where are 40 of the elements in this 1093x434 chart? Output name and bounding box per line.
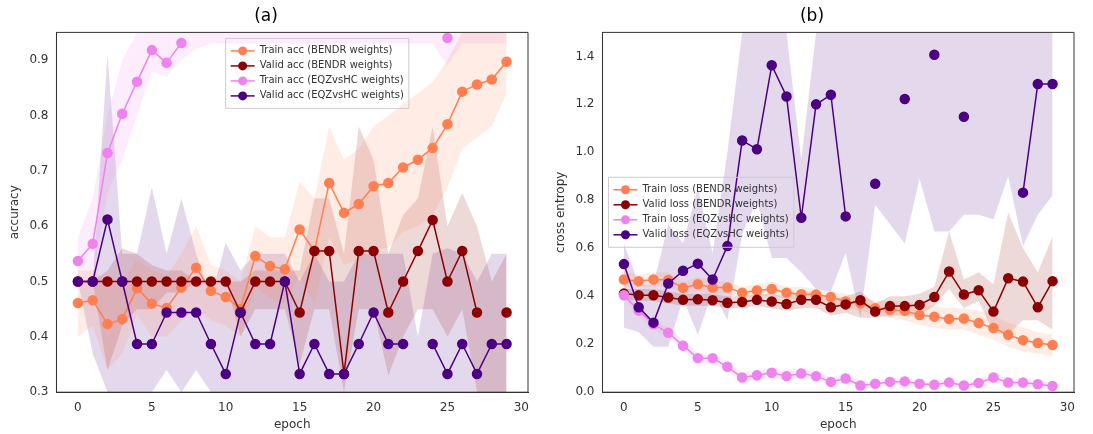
x-tick-label: 5	[148, 399, 156, 414]
x-tick-label: 25	[439, 399, 456, 414]
y-tick-label: 1.2	[575, 96, 595, 111]
y-tick-label: 0.4	[29, 328, 49, 343]
y-tick-label: 0.4	[575, 288, 595, 303]
y-tick-label: 0.3	[29, 384, 49, 399]
y-tick-label: 0.2	[575, 336, 595, 351]
legend-label: Valid acc (EQZvsHC weights)	[259, 89, 404, 101]
x-tick-label: 10	[218, 399, 234, 414]
y-tick-label: 0.9	[29, 52, 49, 67]
legend-label: Valid acc (BENDR weights)	[259, 59, 393, 71]
legend-label: Train acc (EQZvsHC weights)	[258, 74, 404, 86]
y-axis-title: cross entropy	[553, 171, 568, 253]
x-axis-title: epoch	[273, 416, 311, 431]
chart-title: (a)	[254, 4, 278, 25]
x-tick-label: 20	[911, 399, 928, 414]
y-tick-label: 0.8	[29, 107, 49, 122]
chart-title: (b)	[799, 4, 825, 25]
x-tick-label: 30	[1059, 399, 1075, 414]
x-tick-label: 0	[74, 399, 82, 414]
x-axis-title: epoch	[819, 416, 857, 431]
y-tick-label: 0.8	[575, 192, 595, 207]
x-tick-label: 25	[985, 399, 1002, 414]
y-tick-label: 1.0	[575, 144, 595, 159]
x-tick-label: 10	[764, 399, 780, 414]
x-tick-label: 15	[837, 399, 854, 414]
y-tick-label: 0.6	[29, 218, 49, 233]
x-tick-label: 0	[620, 399, 628, 414]
y-tick-label: 0.0	[575, 384, 595, 399]
y-tick-label: 1.4	[575, 48, 595, 63]
y-axis-title: accuracy	[7, 185, 22, 240]
x-tick-label: 20	[365, 399, 382, 414]
y-tick-label: 0.6	[575, 240, 595, 255]
x-tick-label: 5	[694, 399, 702, 414]
legend-label: Train acc (BENDR weights)	[258, 44, 393, 56]
y-tick-label: 0.5	[29, 273, 49, 288]
y-tick-label: 0.7	[29, 162, 49, 177]
legend-label: Valid loss (BENDR weights)	[642, 198, 778, 210]
x-tick-label: 30	[513, 399, 529, 414]
x-tick-label: 15	[291, 399, 308, 414]
